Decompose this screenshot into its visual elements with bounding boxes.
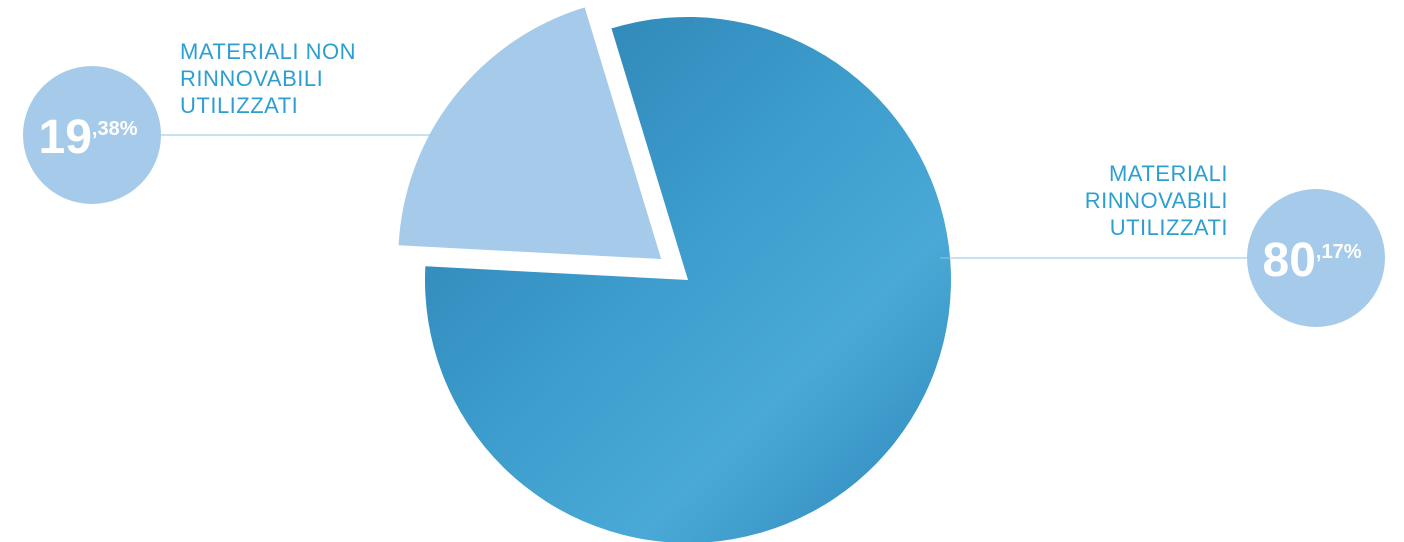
category-label: MATERIALI NON RINNOVABILI UTILIZZATI [180, 39, 357, 118]
value-label-decimals: ,17% [1316, 241, 1362, 263]
value-label-main: 19 [39, 111, 92, 164]
value-label-main: 80 [1263, 234, 1316, 287]
value-label-decimals: ,38% [92, 118, 138, 140]
value-label: 19,38% [39, 111, 138, 164]
pie-slice [398, 7, 662, 260]
value-badge [23, 66, 161, 204]
category-label: MATERIALI RINNOVABILI UTILIZZATI [1084, 161, 1228, 240]
value-badge [1247, 189, 1385, 327]
pie-slice [424, 17, 951, 542]
value-label: 80,17% [1263, 234, 1362, 287]
